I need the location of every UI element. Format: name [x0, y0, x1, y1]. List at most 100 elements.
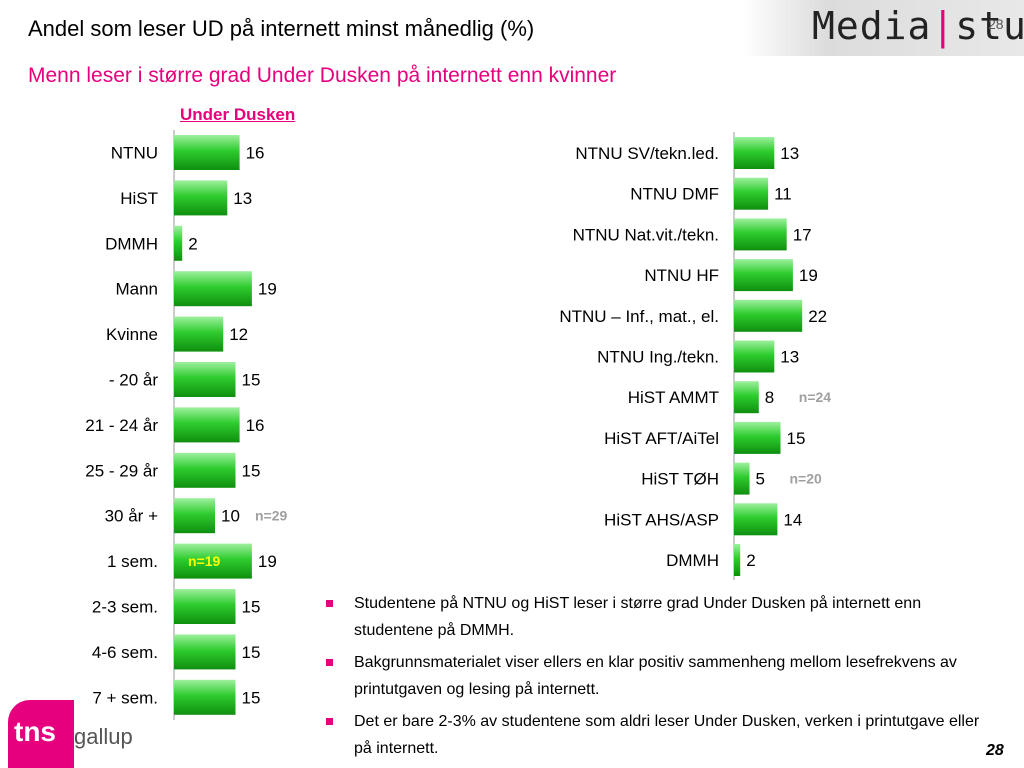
sample-size-annotation: n=24	[799, 389, 832, 405]
value-label: 19	[258, 552, 277, 571]
value-label: 13	[780, 144, 799, 163]
bar	[174, 452, 236, 488]
category-label: 25 - 29 år	[85, 461, 158, 480]
value-label: 11	[774, 185, 792, 204]
bullet-square-icon	[326, 600, 333, 607]
bar	[174, 180, 228, 216]
tns-logo-text: tns	[14, 716, 56, 747]
category-label: NTNU HF	[644, 266, 719, 285]
bar	[174, 271, 252, 307]
page-title: Andel som leser UD på internett minst må…	[28, 16, 535, 41]
value-label: 13	[233, 189, 252, 208]
bar	[734, 421, 781, 454]
bullet-text: Studentene på NTNU og HiST leser i størr…	[354, 595, 922, 639]
value-label: 2	[746, 551, 755, 570]
value-label: 14	[783, 510, 802, 529]
page-number: 28	[986, 742, 1004, 759]
category-label: - 20 år	[109, 371, 158, 390]
value-label: 8	[765, 388, 774, 407]
bar	[174, 407, 240, 443]
bar	[734, 544, 741, 576]
value-label: 5	[756, 470, 765, 489]
bar	[734, 340, 775, 373]
value-label: 19	[258, 280, 277, 299]
value-label: 15	[242, 643, 261, 662]
category-label: HiST AMMT	[628, 388, 719, 407]
value-label: 15	[242, 371, 261, 390]
logo-divider: |	[931, 4, 956, 48]
value-label: 19	[799, 266, 818, 285]
bar	[734, 462, 750, 495]
sample-size-annotation: n=19	[188, 553, 221, 569]
value-label: 16	[246, 144, 265, 163]
category-label: NTNU – Inf., mat., el.	[559, 307, 719, 326]
bar	[174, 135, 240, 170]
value-label: 15	[787, 429, 806, 448]
logo-page-number: 28	[988, 16, 1004, 32]
bar	[174, 543, 252, 579]
bar	[734, 218, 787, 251]
value-label: 12	[229, 325, 248, 344]
category-label: 2-3 sem.	[92, 598, 158, 617]
bar	[174, 316, 224, 352]
bar	[734, 259, 793, 292]
category-label: Mann	[115, 280, 158, 299]
category-label: NTNU	[111, 144, 158, 163]
category-label: HiST	[120, 189, 158, 208]
mediastud-logo	[742, 0, 1024, 56]
bar	[174, 225, 183, 261]
bullet-item: Studentene på NTNU og HiST leser i størr…	[322, 590, 982, 644]
value-label: 15	[242, 598, 261, 617]
category-label: HiST AHS/ASP	[604, 510, 719, 529]
category-label: DMMH	[105, 234, 158, 253]
bar	[174, 679, 236, 715]
value-label: 13	[780, 348, 799, 367]
category-label: 1 sem.	[107, 552, 158, 571]
bullet-item: Bakgrunnsmaterialet viser ellers en klar…	[322, 649, 982, 703]
category-label: NTNU SV/tekn.led.	[575, 144, 719, 163]
value-label: 15	[242, 461, 261, 480]
chart-label: Under Dusken	[180, 105, 296, 124]
bar	[174, 498, 215, 534]
bullet-square-icon	[326, 718, 333, 725]
bar	[174, 634, 236, 670]
bar	[174, 362, 236, 397]
page-subtitle: Menn leser i større grad Under Dusken på…	[28, 64, 617, 87]
category-label: HiST TØH	[641, 470, 719, 489]
mediastud-logo-text: Media|stud	[812, 4, 1024, 48]
category-label: NTNU Nat.vit./tekn.	[573, 225, 719, 244]
bullet-square-icon	[326, 659, 333, 666]
value-label: 10	[221, 507, 240, 526]
category-label: 21 - 24 år	[85, 416, 158, 435]
category-label: NTNU Ing./tekn.	[597, 348, 719, 367]
bar	[734, 137, 775, 169]
bar	[174, 589, 236, 624]
bar	[734, 503, 778, 536]
category-label: DMMH	[666, 551, 719, 570]
tns-logo	[8, 700, 74, 768]
value-label: 16	[246, 416, 265, 435]
sample-size-annotation: n=29	[255, 508, 288, 524]
logo-right-text: stud	[955, 4, 1024, 48]
bullet-list: Studentene på NTNU og HiST leser i størr…	[322, 590, 982, 767]
sample-size-annotation: n=20	[790, 471, 823, 487]
bullet-text: Bakgrunnsmaterialet viser ellers en klar…	[354, 654, 957, 698]
value-label: 2	[188, 234, 197, 253]
category-label: HiST AFT/AiTel	[604, 429, 719, 448]
bullet-text: Det er bare 2-3% av studentene som aldri…	[354, 713, 980, 757]
value-label: 17	[793, 225, 812, 244]
category-label: 30 år +	[105, 507, 158, 526]
bullet-item: Det er bare 2-3% av studentene som aldri…	[322, 708, 982, 762]
category-label: Kvinne	[106, 325, 158, 344]
bar	[734, 299, 803, 332]
value-label: 22	[808, 307, 827, 326]
logo-left-text: Media	[812, 4, 932, 48]
category-label: NTNU DMF	[630, 185, 719, 204]
bar	[734, 177, 769, 210]
category-label: 7 + sem.	[92, 688, 158, 707]
value-label: 15	[242, 688, 261, 707]
bar	[734, 381, 759, 414]
gallup-logo-text: gallup	[74, 724, 133, 749]
category-label: 4-6 sem.	[92, 643, 158, 662]
